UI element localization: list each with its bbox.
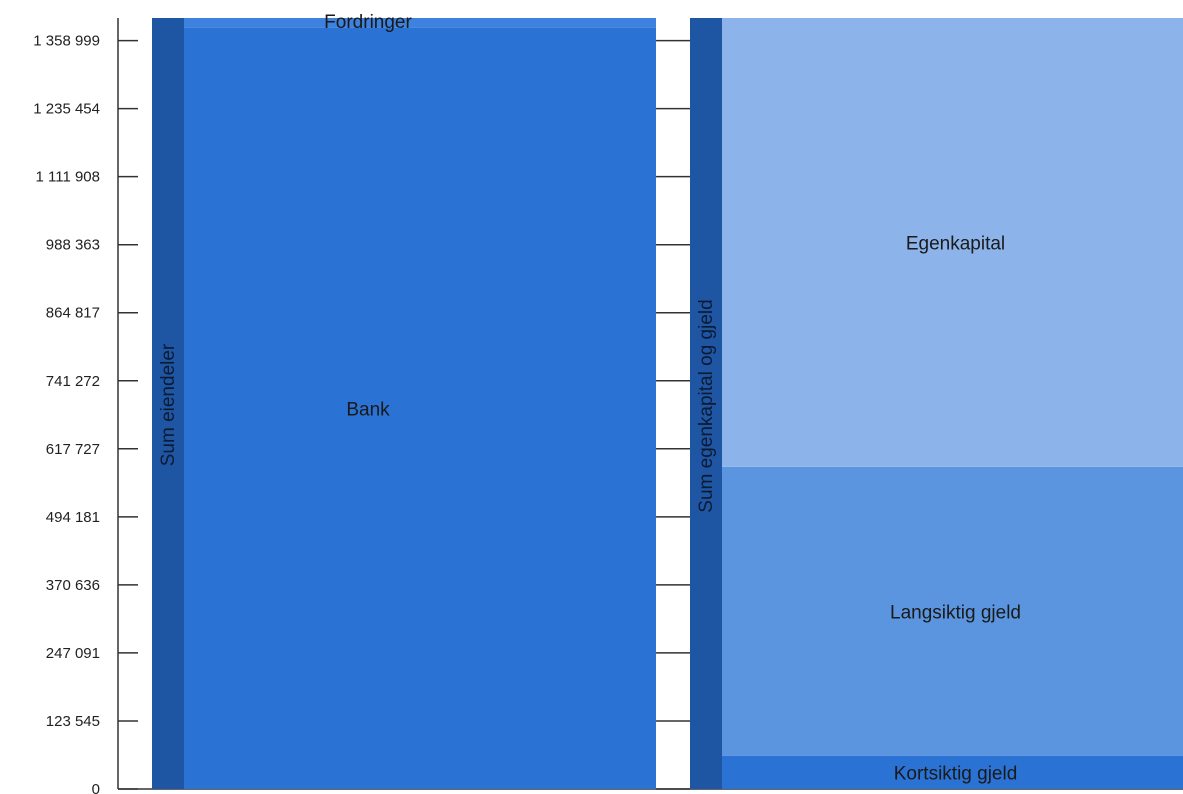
- bar-segment: [184, 27, 656, 790]
- bar-segment: [722, 755, 1183, 789]
- total-bar: [690, 18, 722, 789]
- bar-segment: [722, 466, 1183, 756]
- bar-labels: Sum eiendeler Bank Fordringer Sum egenkapit…: [158, 12, 1021, 784]
- y-tick-label: 370 636: [46, 577, 100, 594]
- y-axis: 0 123 545 247 091 370 636 494 181 617 727 741 …: [33, 18, 1183, 794]
- y-tick-label: 988 363: [46, 237, 100, 254]
- total-bar: [152, 18, 184, 789]
- y-tick-label: 864 817: [46, 305, 100, 322]
- y-tick-label: 0: [92, 781, 100, 794]
- total-bar-label: Sum egenkapital og gjeld: [696, 299, 717, 512]
- y-tick-label: 247 091: [46, 645, 100, 662]
- y-tick-label: 494 181: [46, 509, 100, 526]
- segment-label: Bank: [346, 399, 390, 420]
- total-bar-label: Sum eiendeler: [158, 343, 179, 466]
- segment-label: Kortsiktig gjeld: [894, 763, 1018, 784]
- y-tick-label: 1 235 454: [33, 101, 100, 118]
- y-tick-label: 1 111 908: [35, 169, 100, 186]
- bar-segment: [184, 18, 656, 28]
- segment-label: Langsiktig gjeld: [890, 602, 1021, 623]
- bars: [152, 18, 1183, 790]
- bar-segment: [722, 18, 1183, 467]
- segment-label: Fordringer: [324, 12, 412, 33]
- y-tick-label: 741 272: [46, 373, 100, 390]
- segment-label: Egenkapital: [906, 233, 1005, 254]
- y-tick-label: 617 727: [46, 441, 100, 458]
- y-tick-label: 1 358 999: [33, 33, 100, 50]
- y-tick-label: 123 545: [46, 713, 100, 730]
